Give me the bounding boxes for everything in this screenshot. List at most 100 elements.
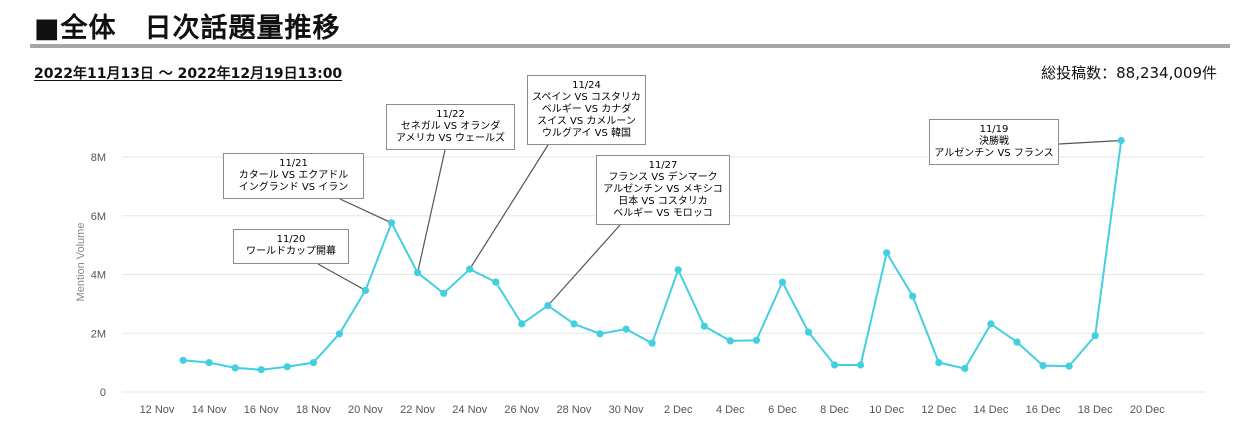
- callout-leader-line: [1058, 139, 1122, 145]
- event-callout: 11/20 ワールドカップ開幕: [233, 229, 349, 264]
- event-callout: 11/24 スペイン VS コスタリカ ベルギー VS カナダ スイス VS カメルー…: [527, 75, 646, 145]
- data-point: [935, 359, 943, 367]
- total-posts-label: 総投稿数：88,234,009件: [1041, 64, 1217, 82]
- data-point: [987, 320, 995, 328]
- callout-text: 11/19: [979, 124, 1009, 135]
- y-tick-label: 8M: [91, 152, 106, 164]
- y-tick-label: 0: [100, 387, 106, 399]
- callout-text: 11/21: [279, 158, 308, 169]
- callout-text: アメリカ VS ウェールズ: [395, 133, 506, 144]
- y-axis-label: Mention Volume: [75, 223, 87, 302]
- data-point: [1065, 362, 1073, 370]
- callout-text: セネガル VS オランダ: [400, 121, 501, 132]
- data-point: [596, 330, 604, 338]
- data-point: [909, 292, 917, 300]
- data-point: [752, 336, 761, 344]
- x-tick-label: 22 Nov: [400, 404, 435, 416]
- data-point: [335, 330, 343, 338]
- data-point: [309, 359, 317, 367]
- title-divider: [30, 44, 1230, 48]
- event-callout: 11/27 フランス VS デンマーク アルゼンチン VS メキシコ 日本 VS コス…: [596, 155, 730, 225]
- data-point: [961, 364, 969, 373]
- data-point: [1039, 362, 1047, 370]
- callout-text: 11/24: [572, 80, 601, 91]
- x-tick-label: 30 Nov: [609, 404, 644, 416]
- data-point: [570, 320, 578, 328]
- x-tick-label: 28 Nov: [557, 404, 592, 416]
- data-point: [648, 339, 656, 347]
- data-point: [544, 302, 552, 310]
- y-tick-label: 2M: [91, 328, 106, 340]
- data-point: [726, 337, 734, 345]
- callout-text: カタール VS エクアドル: [238, 170, 349, 181]
- callout-text: ウルグアイ VS 韓国: [541, 128, 632, 139]
- data-point: [831, 361, 839, 369]
- x-tick-label: 12 Dec: [921, 404, 956, 416]
- x-tick-label: 14 Dec: [973, 404, 1008, 416]
- x-tick-label: 10 Dec: [869, 404, 904, 416]
- callout-leader-line: [547, 224, 621, 307]
- data-point: [518, 320, 526, 328]
- x-tick-label: 16 Dec: [1026, 404, 1061, 416]
- data-point: [466, 265, 474, 273]
- callout-text: フランス VS デンマーク: [608, 172, 718, 183]
- data-point: [179, 356, 187, 364]
- callout-leader-line: [417, 149, 446, 273]
- y-tick-label: 6M: [91, 211, 106, 223]
- x-tick-label: 20 Nov: [348, 404, 383, 416]
- x-tick-label: 18 Nov: [296, 404, 331, 416]
- data-point: [1091, 332, 1099, 340]
- data-point: [1013, 338, 1021, 346]
- data-point: [257, 366, 265, 374]
- x-tick-label: 6 Dec: [768, 404, 797, 416]
- data-point: [674, 266, 682, 274]
- callout-text: アルゼンチン VS フランス: [934, 148, 1054, 159]
- callout-text: ワールドカップ開幕: [246, 246, 336, 257]
- data-point: [622, 325, 630, 333]
- data-point: [804, 328, 813, 336]
- event-callout: 11/21 カタール VS エクアドル イングランド VS イラン: [223, 153, 364, 199]
- x-tick-label: 18 Dec: [1078, 404, 1113, 416]
- data-point: [231, 364, 239, 372]
- event-callout: 11/19 決勝戦 アルゼンチン VS フランス: [929, 119, 1059, 165]
- x-tick-label: 2 Dec: [664, 404, 693, 416]
- event-callout: 11/22 セネガル VS オランダ アメリカ VS ウェールズ: [386, 104, 515, 150]
- data-point: [883, 249, 891, 257]
- callout-leader-lines: [317, 139, 1122, 307]
- x-tick-label: 12 Nov: [140, 404, 175, 416]
- page-title: ■全体 日次話題量推移: [34, 13, 341, 44]
- callout-text: スイス VS カメルーン: [537, 116, 636, 127]
- x-tick-label: 20 Dec: [1130, 404, 1165, 416]
- series-points: [179, 136, 1125, 374]
- x-tick-label: 4 Dec: [716, 404, 745, 416]
- data-point: [700, 322, 708, 330]
- data-point: [492, 278, 500, 286]
- x-axis-ticks: 12 Nov 14 Nov 16 Nov 18 Nov 20 Nov 22 Nov 24 N…: [140, 404, 1166, 416]
- callout-leader-line: [339, 198, 392, 224]
- callout-text: イングランド VS イラン: [238, 182, 349, 193]
- y-tick-label: 4M: [91, 270, 106, 282]
- data-point: [283, 363, 291, 371]
- data-point: [440, 289, 448, 297]
- callout-leader-line: [317, 263, 366, 291]
- data-point: [414, 269, 422, 277]
- x-tick-label: 16 Nov: [244, 404, 279, 416]
- data-point: [361, 286, 370, 294]
- callout-text: ベルギー VS カナダ: [541, 104, 632, 115]
- callout-text: 日本 VS コスタリカ: [618, 196, 708, 207]
- x-tick-label: 8 Dec: [820, 404, 849, 416]
- y-axis-ticks: 0 2M 4M 6M 8M: [91, 152, 106, 399]
- callout-leader-line: [469, 144, 549, 270]
- callout-text: 11/22: [436, 109, 465, 120]
- callout-text: ベルギー VS モロッコ: [613, 208, 713, 219]
- callout-text: アルゼンチン VS メキシコ: [603, 184, 723, 195]
- callout-text: スペイン VS コスタリカ: [532, 92, 641, 103]
- callout-text: 11/27: [648, 160, 678, 171]
- callout-text: 決勝戦: [979, 136, 1009, 147]
- data-point: [205, 359, 213, 367]
- data-point: [778, 278, 787, 286]
- callout-text: 11/20: [276, 234, 306, 245]
- x-tick-label: 24 Nov: [452, 404, 487, 416]
- x-tick-label: 26 Nov: [504, 404, 539, 416]
- x-tick-label: 14 Nov: [192, 404, 227, 416]
